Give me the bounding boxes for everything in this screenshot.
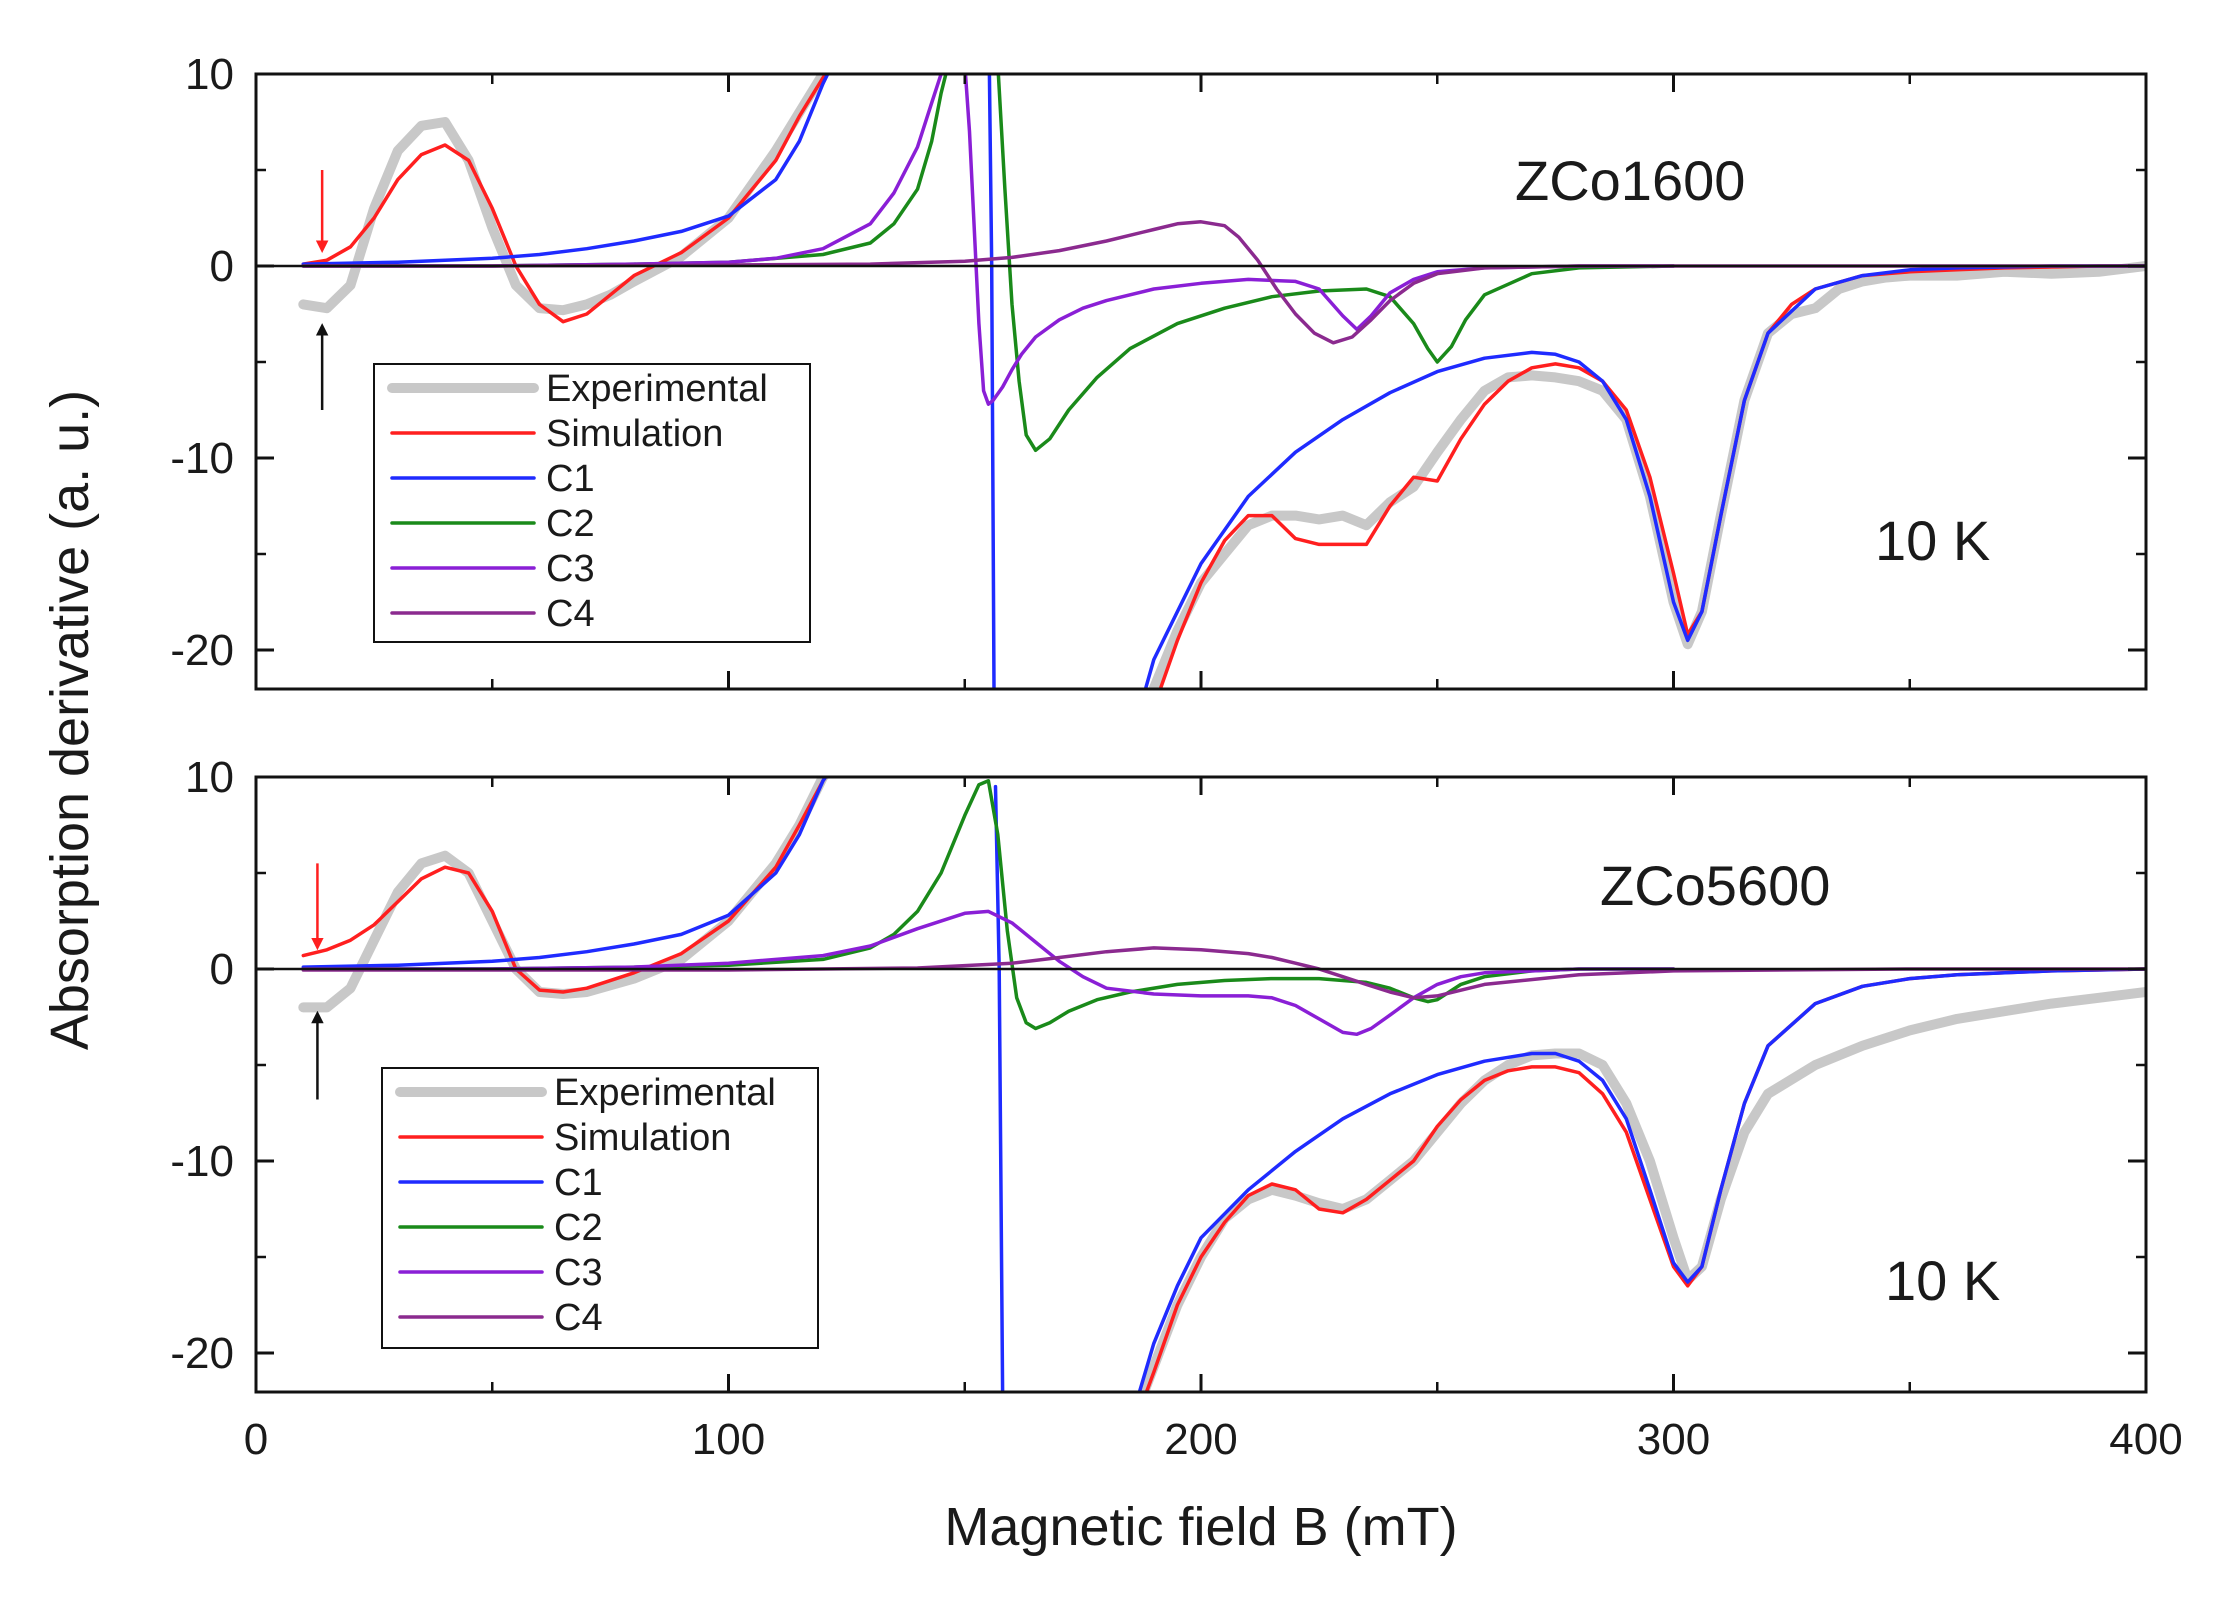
top-series-c2-7	[301, 74, 948, 268]
bottom-series-simulation-3	[1144, 967, 2146, 1392]
bottom-legend-label-c1: C1	[554, 1162, 603, 1204]
top-legend-label-c2: C2	[546, 503, 595, 545]
top-legend-label-c4: C4	[546, 593, 595, 635]
bottom-y-tick-label: -20	[170, 1329, 234, 1378]
top-series-experimental-0	[298, 74, 830, 316]
bottom-legend-label-experimental: Experimental	[554, 1072, 776, 1114]
top-series-c1-4	[301, 74, 830, 266]
bottom-series-c1-4	[301, 777, 828, 969]
top-y-tick-label: -10	[170, 434, 234, 483]
bottom-legend-label-c3: C3	[554, 1252, 603, 1294]
top-legend-box	[373, 363, 811, 643]
bottom-series-c2-7	[301, 779, 1676, 1031]
bottom-legend-label-c4: C4	[554, 1297, 603, 1339]
top-series-c2-8	[996, 74, 1676, 453]
bottom-y-tick-label: 10	[185, 753, 234, 802]
top-series-c4-11	[301, 220, 2146, 345]
top-series-simulation-2	[301, 74, 828, 324]
y-axis-title: Absorption derivative (a. u.)	[40, 390, 100, 1050]
bottom-legend-box	[381, 1067, 819, 1349]
bottom-x-tick-label: 0	[244, 1415, 268, 1464]
bottom-legend-label-c2: C2	[554, 1207, 603, 1249]
top-series-c1-5	[1143, 264, 2146, 689]
top-y-tick-label: 10	[185, 50, 234, 99]
bottom-series-c3-8	[301, 909, 1676, 1037]
bottom-y-tick-label: -10	[170, 1137, 234, 1186]
bottom-x-tick-label: 200	[1164, 1415, 1237, 1464]
bottom-curves	[298, 777, 2146, 1392]
top-series-experimental-1	[1147, 261, 2146, 689]
bottom-series-c1-5	[1137, 967, 2146, 1392]
top-legend-label-c1: C1	[546, 458, 595, 500]
bottom-x-tick-label: 400	[2109, 1415, 2182, 1464]
bottom-y-tick-label: 0	[210, 945, 234, 994]
top-ticks: 10 0 -10 -20	[170, 50, 2148, 689]
bottom-series-simulation-2	[301, 777, 828, 994]
top-legend-label-experimental: Experimental	[546, 368, 768, 410]
top-series-c3-9	[301, 74, 944, 268]
top-sample-label: ZCo1600	[1515, 149, 1745, 212]
top-temperature-label: 10 K	[1875, 509, 1990, 572]
bottom-legend-label-simulation: Simulation	[554, 1117, 731, 1159]
panel-top: 10 0 -10 -20 ZCo1600 10 K ExperimentalSimul…	[170, 50, 2148, 691]
top-legend-label-c3: C3	[546, 548, 595, 590]
top-series-c3-10	[963, 74, 1676, 406]
x-axis-title: Magnetic field B (mT)	[944, 1497, 1457, 1557]
top-y-tick-label: -20	[170, 626, 234, 675]
bottom-series-c4-9	[301, 946, 2146, 1000]
top-series-c1-6	[987, 74, 996, 689]
top-y-tick-label: 0	[210, 242, 234, 291]
top-curves	[298, 74, 2146, 689]
bottom-temperature-label: 10 K	[1885, 1249, 2000, 1312]
top-legend-label-simulation: Simulation	[546, 413, 723, 455]
bottom-x-tick-label: 300	[1637, 1415, 1710, 1464]
bottom-x-tick-label: 100	[692, 1415, 765, 1464]
bottom-sample-label: ZCo5600	[1600, 854, 1830, 917]
bottom-series-experimental-1	[1139, 987, 2146, 1392]
